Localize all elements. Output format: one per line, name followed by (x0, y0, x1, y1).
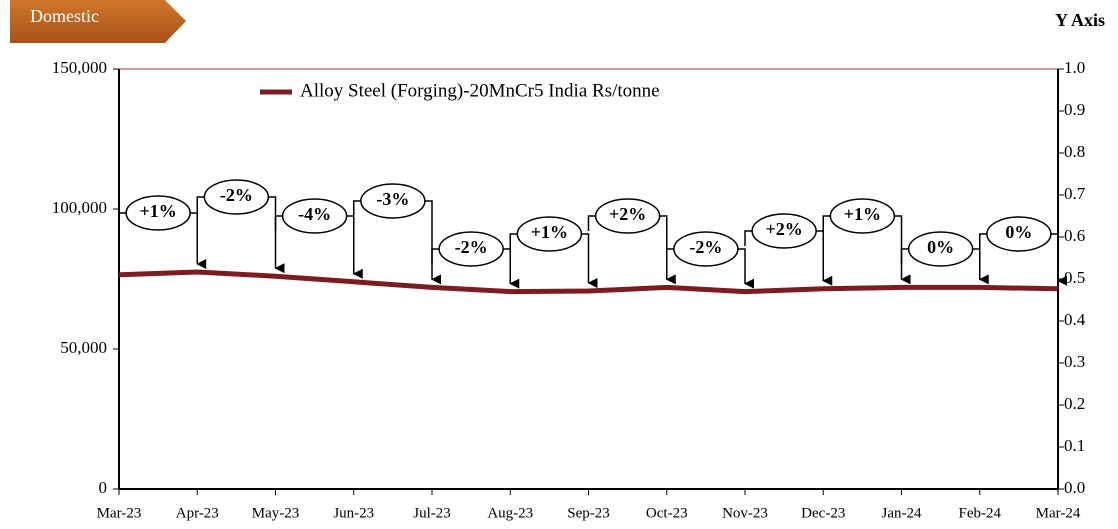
y2-tick-label: 0.7 (1064, 184, 1086, 203)
annotation: +2% (609, 204, 646, 224)
annotation-bubble (281, 198, 348, 234)
annotation: -2% (220, 185, 253, 205)
y2-tick-label: 1.0 (1064, 58, 1085, 77)
annotation-bubble (203, 179, 270, 215)
x-tick-label: Dec-23 (801, 505, 845, 521)
annotation: -2% (689, 237, 722, 257)
annotation: 0% (927, 237, 954, 257)
x-tick-label: Jan-24 (882, 505, 922, 521)
y2-tick-label: 0.2 (1064, 394, 1085, 413)
annotation: +1% (844, 204, 881, 224)
annotation-bubble (438, 231, 504, 267)
y2-tick-label: 0.0 (1064, 478, 1085, 497)
x-tick-label: Apr-23 (176, 505, 219, 521)
x-tick-label: Mar-24 (1036, 505, 1081, 521)
annotation: +1% (531, 222, 568, 242)
x-tick-label: Sep-23 (567, 505, 610, 521)
y-tick-label: 50,000 (60, 338, 107, 357)
series-line (118, 269, 1059, 295)
annotation-bubble (907, 231, 974, 267)
y2-tick-label: 0.4 (1064, 310, 1086, 329)
x-tick-label: Jul-23 (413, 505, 451, 521)
x-tick-label: Feb-24 (959, 505, 1002, 521)
annotation-bubble (751, 213, 817, 249)
y2-title: Y Axis (1055, 10, 1105, 30)
x-tick-label: Aug-23 (487, 505, 533, 521)
y2-tick-label: 0.6 (1064, 226, 1085, 245)
y2-tick-label: 0.3 (1064, 352, 1085, 371)
y2-tick-label: 0.5 (1064, 268, 1085, 287)
annotation-bubble (673, 231, 739, 267)
annotation-bubble (986, 216, 1052, 252)
legend-label: Alloy Steel (Forging)-20MnCr5 India Rs/t… (300, 80, 660, 101)
annotation: -3% (376, 189, 409, 209)
annotation: -4% (298, 204, 331, 224)
annotation-bubble (360, 183, 426, 219)
annotation: +1% (139, 201, 176, 221)
x-tick-label: Nov-23 (722, 505, 768, 521)
y2-tick-label: 0.9 (1064, 100, 1085, 119)
annotation: 0% (1005, 222, 1032, 242)
y2-tick-label: 0.8 (1064, 142, 1085, 161)
tag: Domestic (30, 6, 99, 26)
annotation-bubble (829, 198, 896, 234)
y-tick-label: 0 (99, 478, 108, 497)
annotation-bubble (594, 198, 661, 234)
annotation: -2% (455, 237, 488, 257)
x-tick-label: May-23 (252, 505, 300, 521)
x-tick-label: Jun-23 (333, 505, 374, 521)
annotation-bubble (516, 216, 583, 252)
y2-tick-label: 0.1 (1064, 436, 1085, 455)
x-tick-label: Mar-23 (97, 505, 142, 521)
x-tick-label: Oct-23 (646, 505, 688, 521)
y-tick-label: 150,000 (52, 58, 107, 77)
annotation-bubble (125, 195, 191, 231)
y-tick-label: 100,000 (52, 198, 107, 217)
tag-shape (10, 0, 186, 43)
annotation: +2% (765, 219, 802, 239)
